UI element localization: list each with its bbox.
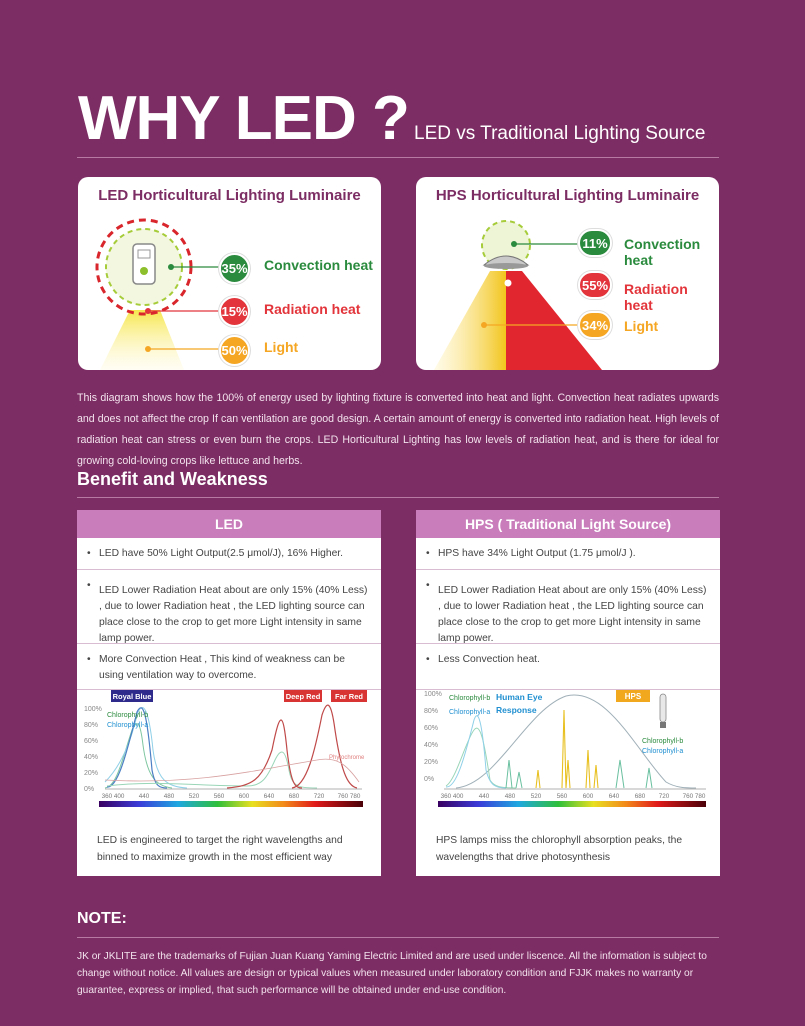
led-convection-badge: 35%	[219, 253, 250, 284]
led-xtick-7: 680	[289, 793, 300, 800]
hps-spectrum-bar	[438, 801, 706, 807]
led-heat-diagram	[95, 218, 223, 370]
note-divider	[77, 937, 719, 938]
page-title: WHY LED ?	[78, 84, 410, 153]
hps-panel-title: HPS Horticultural Lighting Luminaire	[435, 187, 700, 204]
led-radiation-label: Radiation heat	[264, 301, 361, 317]
hps-ytick-80: 80%	[424, 708, 438, 715]
hps-ytick-20: 20%	[424, 759, 438, 766]
led-ytick-0: 0%	[84, 786, 94, 793]
far-red-tag-label: Far Red	[335, 692, 363, 701]
led-spectrum-svg: 100% 80% 60% 40% 20% 0% Royal Blue Deep …	[84, 690, 367, 807]
led-row-3: More Convection Heat , This kind of weak…	[77, 644, 381, 690]
hps-row-2: LED Lower Radiation Heat about are only …	[416, 570, 720, 644]
led-luminaire-panel: LED Horticultural Lighting Luminaire 35%…	[78, 177, 381, 370]
hps-convection-label: Convection heat	[624, 236, 701, 268]
led-xtick-6: 640	[264, 793, 275, 800]
hps-radiation-badge: 55%	[578, 271, 612, 299]
hps-ytick-0: 0%	[424, 776, 434, 783]
led-spectrum-bar	[99, 801, 363, 807]
hps-legend-chl-a: Chlorophyll-a	[449, 709, 490, 716]
hps-row-1: HPS have 34% Light Output (1.75 μmol/J )…	[416, 538, 720, 570]
hps-xtick-9: 760 780	[683, 793, 706, 800]
led-chart-caption: LED is engineered to target the right wa…	[97, 835, 343, 863]
led-xtick-5: 600	[239, 793, 250, 800]
led-column: LED LED have 50% Light Output(2.5 μmol/J…	[77, 510, 381, 876]
led-ytick-20: 20%	[84, 770, 98, 777]
led-xtick-4: 560	[214, 793, 225, 800]
led-legend-chl-a: Chlorophyll-a	[107, 722, 148, 729]
hps-column: HPS ( Traditional Light Source) HPS have…	[416, 510, 720, 876]
led-radiation-badge: 15%	[219, 296, 250, 327]
hps-spectrum-chart: 100% 80% 60% 40% 20% 0% Chlorophyll-b Ch…	[416, 690, 720, 830]
hps-luminaire-panel: HPS Horticultural Lighting Luminaire 11%…	[416, 177, 719, 370]
led-xtick-3: 520	[189, 793, 200, 800]
led-legend-phytochrome: Phytochrome	[329, 755, 365, 761]
hps-xtick-4: 560	[557, 793, 568, 800]
led-panel-title: LED Horticultural Lighting Luminaire	[98, 187, 361, 204]
hps-legend-chl-a-right: Chlorophyll-a	[642, 748, 683, 755]
hps-legend-chl-b: Chlorophyll-b	[449, 695, 490, 702]
led-xtick-0: 360 400	[102, 793, 125, 800]
title-divider	[77, 157, 719, 158]
hps-xtick-3: 520	[531, 793, 542, 800]
led-xtick-8: 720	[314, 793, 325, 800]
hps-xtick-5: 600	[583, 793, 594, 800]
hps-spectrum-svg: 100% 80% 60% 40% 20% 0% Chlorophyll-b Ch…	[424, 690, 706, 807]
hps-radiation-label: Radiation heat	[624, 281, 688, 313]
led-xtick-2: 480	[164, 793, 175, 800]
far-red-tag	[331, 690, 367, 702]
hps-xtick-1: 440	[479, 793, 490, 800]
hps-ytick-60: 60%	[424, 725, 438, 732]
hps-legend-response: Response	[496, 705, 537, 715]
hps-xtick-2: 480	[505, 793, 516, 800]
led-convection-label: Convection heat	[264, 257, 373, 273]
hps-light-label: Light	[624, 318, 659, 334]
led-ytick-60: 60%	[84, 738, 98, 745]
royal-blue-tag-label: Royal Blue	[113, 692, 152, 701]
hps-convection-badge: 11%	[578, 229, 612, 257]
hps-xtick-0: 360 400	[441, 793, 464, 800]
hps-light-badge: 34%	[578, 311, 612, 339]
led-ytick-40: 40%	[84, 754, 98, 761]
hps-lamp-icon	[659, 693, 667, 728]
legal-notice: JK or JKLITE are the trademarks of Fujia…	[77, 951, 707, 996]
hps-xtick-6: 640	[609, 793, 620, 800]
energy-description: This diagram shows how the 100% of energ…	[77, 392, 719, 467]
benefit-heading: Benefit and Weakness	[77, 469, 268, 489]
led-spectrum-chart: 100% 80% 60% 40% 20% 0% Royal Blue Deep …	[77, 690, 381, 830]
page-subtitle: LED vs Traditional Lighting Source	[414, 123, 706, 144]
hps-legend-human-eye: Human Eye	[496, 692, 543, 702]
hps-legend-chl-b-right: Chlorophyll-b	[642, 738, 683, 745]
hps-xtick-8: 720	[659, 793, 670, 800]
hps-heat-diagram	[434, 220, 602, 370]
deep-red-tag	[284, 690, 322, 702]
led-light-label: Light	[264, 339, 299, 355]
led-legend-chl-b: Chlorophyll-b	[107, 712, 148, 719]
led-ytick-80: 80%	[84, 722, 98, 729]
led-row-2: LED Lower Radiation Heat about are only …	[77, 570, 381, 644]
hps-chart-caption: HPS lamps miss the chlorophyll absorptio…	[436, 835, 683, 863]
led-row-1: LED have 50% Light Output(2.5 μmol/J), 1…	[77, 538, 381, 570]
hps-row-3: Less Convection heat.	[416, 644, 720, 690]
hps-tag-label: HPS	[625, 692, 642, 701]
deep-red-tag-label: Deep Red	[286, 692, 321, 701]
led-ytick-100: 100%	[84, 706, 102, 713]
led-light-badge: 50%	[219, 335, 250, 366]
hps-column-header: HPS ( Traditional Light Source)	[416, 510, 720, 538]
hps-ytick-40: 40%	[424, 742, 438, 749]
royal-blue-tag	[111, 690, 153, 702]
led-xtick-1: 440	[139, 793, 150, 800]
note-heading: NOTE:	[77, 910, 127, 927]
hps-tag	[616, 690, 650, 702]
led-xtick-9: 760 780	[338, 793, 361, 800]
hps-xtick-7: 680	[635, 793, 646, 800]
benefit-divider	[77, 497, 719, 498]
hps-ytick-100: 100%	[424, 691, 442, 698]
led-column-header: LED	[77, 510, 381, 538]
